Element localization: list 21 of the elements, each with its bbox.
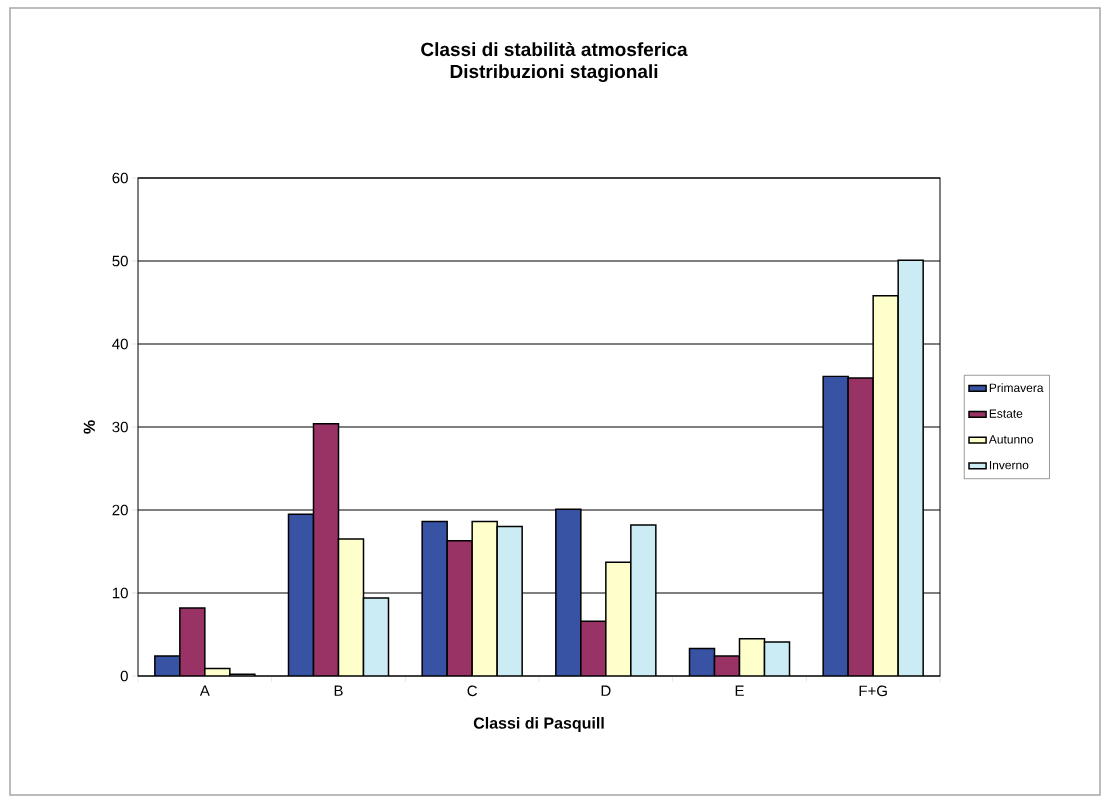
y-tick-label: 50 xyxy=(112,255,128,267)
y-tick-label: 0 xyxy=(120,670,128,682)
y-tick-label: 30 xyxy=(112,421,128,433)
x-tick-label: B xyxy=(334,685,343,696)
legend-label: Estate xyxy=(989,409,1023,418)
y-tick-label: 60 xyxy=(112,172,128,184)
x-tick-label: F+G xyxy=(859,685,887,697)
chart-subtitle: Distribuzioni stagionali xyxy=(450,64,658,82)
x-tick-label: D xyxy=(601,685,611,696)
chart-title: Classi di stabilità atmosferica xyxy=(421,42,688,57)
x-tick-label: E xyxy=(735,685,744,696)
x-tick-label: C xyxy=(467,685,478,697)
legend-label: Inverno xyxy=(989,460,1029,470)
y-tick-label: 10 xyxy=(112,587,128,599)
y-tick-label: 20 xyxy=(112,504,128,516)
x-axis-title: Classi di Pasquill xyxy=(473,717,604,732)
y-tick-label: 40 xyxy=(112,338,128,350)
legend-label: Autunno xyxy=(988,435,1034,444)
y-axis-title: % xyxy=(83,420,95,434)
legend-label: Primavera xyxy=(989,383,1044,393)
x-tick-label: A xyxy=(199,685,210,696)
